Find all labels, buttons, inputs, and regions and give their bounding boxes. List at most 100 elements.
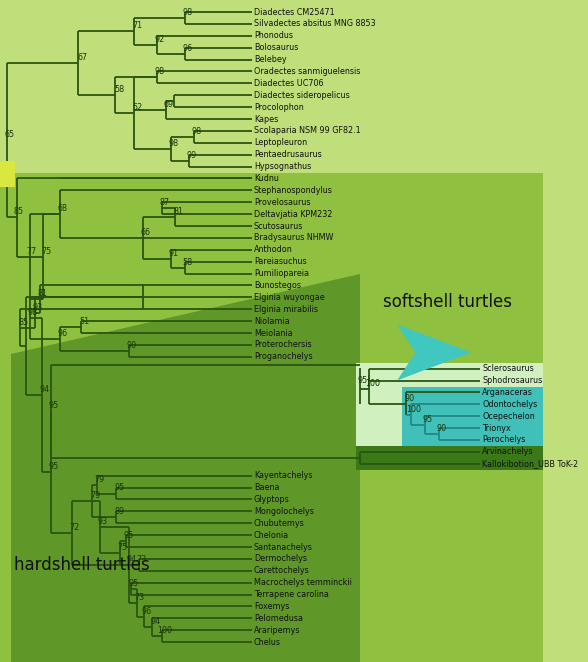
Text: 95: 95	[129, 579, 139, 588]
Text: 85: 85	[18, 318, 28, 327]
Text: Pareiasuchus: Pareiasuchus	[254, 257, 306, 266]
Text: Bolosaurus: Bolosaurus	[254, 43, 298, 52]
Text: 58: 58	[114, 85, 124, 94]
Text: Deltavjatia KPM232: Deltavjatia KPM232	[254, 210, 332, 218]
Text: Chelus: Chelus	[254, 638, 281, 647]
Text: Macrochelys temminckii: Macrochelys temminckii	[254, 578, 352, 587]
Text: Pumiliopareia: Pumiliopareia	[254, 269, 309, 278]
Text: 100: 100	[406, 404, 421, 414]
Text: 98: 98	[27, 308, 38, 317]
Text: Diadectes UC706: Diadectes UC706	[254, 79, 323, 88]
Text: hardshell turtles: hardshell turtles	[14, 556, 149, 574]
Text: Bunostegos: Bunostegos	[254, 281, 301, 290]
Text: Stephanospondylus: Stephanospondylus	[254, 186, 333, 195]
Text: 89: 89	[114, 507, 124, 516]
Text: Elginia mirabilis: Elginia mirabilis	[254, 305, 318, 314]
Text: softshell turtles: softshell turtles	[383, 293, 512, 311]
Text: 72: 72	[70, 523, 80, 532]
Text: 65: 65	[4, 130, 14, 140]
Text: 67: 67	[77, 53, 87, 62]
Bar	[0, 161, 15, 187]
Text: 95: 95	[358, 376, 368, 385]
Text: Terrapene carolina: Terrapene carolina	[254, 590, 329, 599]
Text: 51: 51	[79, 317, 89, 326]
Text: 99: 99	[187, 151, 197, 160]
Text: 100: 100	[365, 379, 380, 388]
Text: 93: 93	[98, 517, 108, 526]
Text: Belebey: Belebey	[254, 55, 286, 64]
Text: Provelosaurus: Provelosaurus	[254, 198, 310, 207]
Text: Sclerosaurus: Sclerosaurus	[482, 364, 534, 373]
Text: Glyptops: Glyptops	[254, 495, 290, 504]
Text: Elginia wuyongae: Elginia wuyongae	[254, 293, 325, 302]
Text: Perochelys: Perochelys	[482, 436, 526, 444]
Text: Proganochelys: Proganochelys	[254, 352, 313, 361]
Text: Scolaparia NSM 99 GF82.1: Scolaparia NSM 99 GF82.1	[254, 126, 360, 136]
Text: 81: 81	[173, 207, 183, 216]
Text: 98: 98	[155, 68, 165, 76]
Text: Kallokibotion_UBB ToK-2: Kallokibotion_UBB ToK-2	[482, 459, 578, 468]
Text: Diadectes CM25471: Diadectes CM25471	[254, 7, 335, 17]
Text: Araripemys: Araripemys	[254, 626, 300, 635]
Text: 94: 94	[127, 555, 137, 564]
Text: Anthodon: Anthodon	[254, 246, 293, 254]
Text: Foxemys: Foxemys	[254, 602, 289, 611]
Text: 79: 79	[95, 475, 105, 483]
Text: 73: 73	[135, 592, 145, 602]
Text: 95: 95	[48, 401, 59, 410]
Text: Procolophon: Procolophon	[254, 103, 304, 112]
Text: Santanachelys: Santanachelys	[254, 542, 313, 551]
Text: 95: 95	[422, 415, 433, 424]
Bar	[356, 363, 543, 446]
Text: 96: 96	[182, 44, 192, 52]
Bar	[402, 387, 543, 446]
Text: 95: 95	[114, 483, 124, 493]
Text: Chubutemys: Chubutemys	[254, 519, 305, 528]
Text: Chelonia: Chelonia	[254, 531, 289, 540]
Text: Odontochelys: Odontochelys	[482, 400, 537, 409]
Text: 90: 90	[436, 424, 446, 433]
Text: Carettochelys: Carettochelys	[254, 566, 310, 575]
Text: 52: 52	[132, 103, 143, 112]
Text: Dermochelys: Dermochelys	[254, 554, 307, 563]
Bar	[356, 446, 543, 470]
Text: 98: 98	[182, 8, 192, 17]
Text: 100: 100	[157, 626, 172, 635]
Text: 85: 85	[14, 207, 24, 216]
Text: Pelomedusa: Pelomedusa	[254, 614, 303, 623]
Text: 77: 77	[26, 246, 36, 256]
Text: Ocepechelon: Ocepechelon	[482, 412, 535, 421]
Text: Arvinachelys: Arvinachelys	[482, 448, 533, 456]
Text: 93: 93	[33, 303, 43, 312]
Text: Oradectes sanmiguelensis: Oradectes sanmiguelensis	[254, 67, 360, 76]
Polygon shape	[11, 273, 360, 662]
Text: Phonodus: Phonodus	[254, 31, 293, 40]
Text: Pentaedrusaurus: Pentaedrusaurus	[254, 150, 322, 159]
Text: 98: 98	[169, 139, 179, 148]
Text: 69: 69	[164, 100, 174, 109]
Text: 79: 79	[90, 491, 100, 500]
Text: Silvadectes absitus MNG 8853: Silvadectes absitus MNG 8853	[254, 19, 376, 28]
Text: 58: 58	[182, 258, 192, 267]
Text: Mongolochelys: Mongolochelys	[254, 507, 314, 516]
Text: 96: 96	[58, 329, 68, 338]
Text: Meiolania: Meiolania	[254, 328, 293, 338]
Text: Scutosaurus: Scutosaurus	[254, 222, 303, 230]
Text: 71: 71	[132, 21, 143, 30]
Text: Leptopleuron: Leptopleuron	[254, 138, 307, 147]
Text: Trionyx: Trionyx	[482, 424, 511, 432]
Text: 75: 75	[41, 246, 51, 256]
Text: 95: 95	[123, 531, 133, 540]
Text: 98: 98	[192, 127, 202, 136]
Text: 81: 81	[38, 289, 48, 298]
Text: 73: 73	[136, 555, 146, 564]
Text: 91: 91	[169, 249, 179, 258]
Text: 66: 66	[141, 228, 151, 237]
Text: 68: 68	[58, 204, 68, 213]
Text: Kudnu: Kudnu	[254, 174, 279, 183]
Text: Niolamia: Niolamia	[254, 316, 290, 326]
Bar	[0, 173, 543, 662]
Text: Hypsognathus: Hypsognathus	[254, 162, 311, 171]
Text: Kayentachelys: Kayentachelys	[254, 471, 312, 480]
Polygon shape	[397, 324, 471, 381]
